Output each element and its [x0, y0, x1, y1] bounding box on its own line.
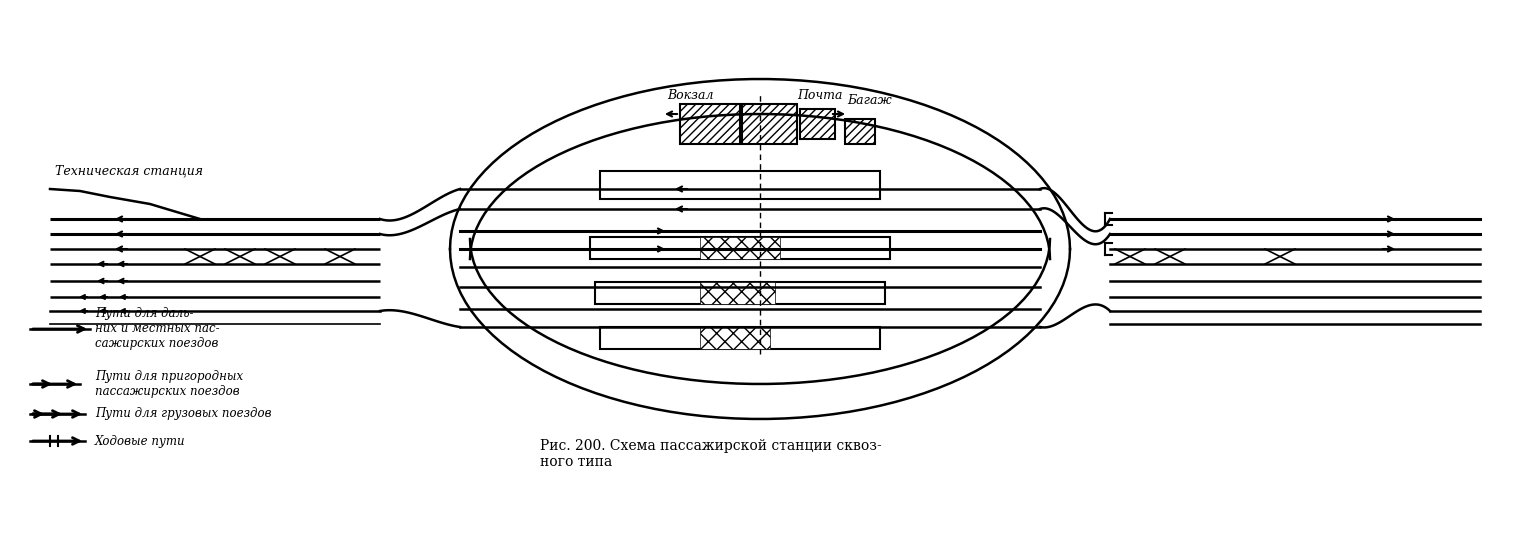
Text: Багаж: Багаж: [847, 94, 892, 107]
Text: Пути для пригородных
пассажирских поездов: Пути для пригородных пассажирских поездо…: [95, 370, 242, 398]
Text: Пути для грузовых поездов: Пути для грузовых поездов: [95, 408, 271, 420]
Text: Рис. 200. Схема пассажирской станции сквоз-
ного типа: Рис. 200. Схема пассажирской станции скв…: [539, 439, 882, 469]
Bar: [700, 282, 776, 304]
Text: Ходовые пути: Ходовые пути: [95, 434, 186, 448]
Bar: [742, 104, 797, 144]
Bar: [600, 327, 880, 349]
Bar: [700, 237, 780, 259]
Bar: [600, 171, 880, 199]
Bar: [845, 119, 876, 144]
Text: Техническая станция: Техническая станция: [55, 164, 203, 177]
Bar: [800, 109, 835, 139]
Text: Почта: Почта: [797, 89, 842, 102]
Bar: [595, 282, 885, 304]
Text: Вокзал: Вокзал: [667, 89, 714, 102]
Bar: [700, 327, 770, 349]
Text: Пути для даль-
них и местных пас-
сажирских поездов: Пути для даль- них и местных пас- сажирс…: [95, 307, 220, 350]
Bar: [589, 237, 889, 259]
Bar: [680, 104, 739, 144]
